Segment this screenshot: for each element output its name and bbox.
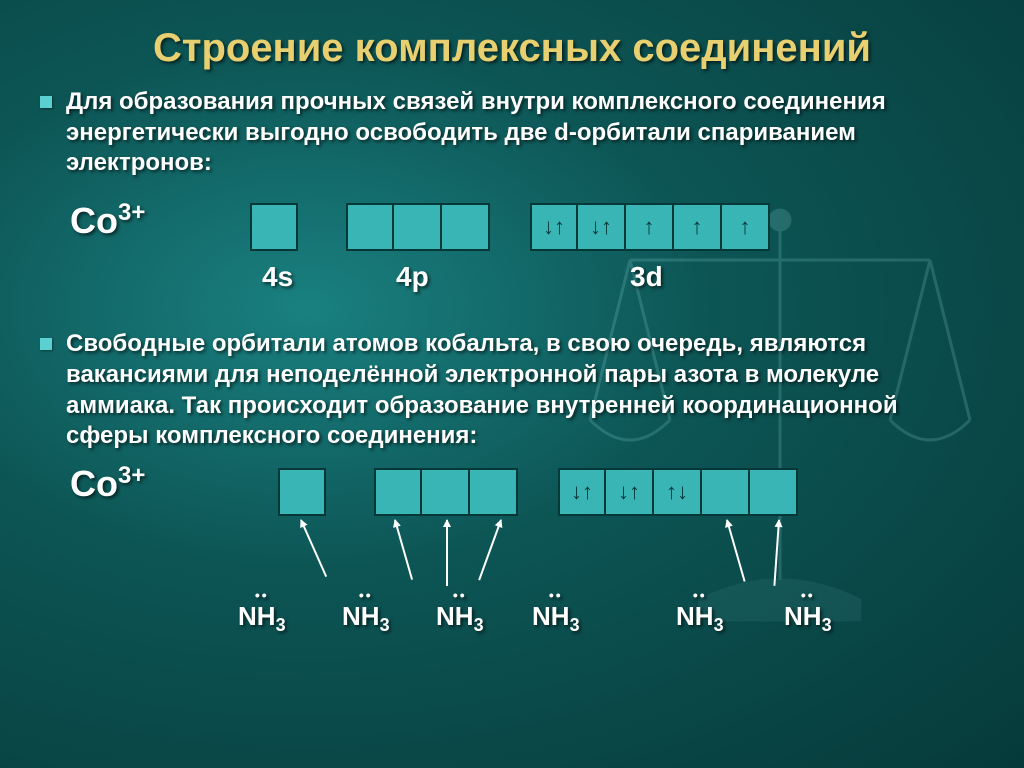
ligand-arrow [478, 520, 502, 581]
orbital-group [346, 203, 490, 251]
orbital-box: ↓↑ [578, 203, 626, 251]
ligand-label: ••NH3 [532, 592, 580, 636]
ligand-arrow [394, 520, 413, 580]
orbital-group: ↓↑↓↑↑↓ [558, 468, 798, 516]
orbital-box: ↓↑ [530, 203, 578, 251]
orbital-box [278, 468, 326, 516]
orbital-diagram-2: Co3+ ↓↑↓↑↑↓••NH3••NH3••NH3••NH3••NH3••NH… [40, 462, 984, 652]
orbital-box [422, 468, 470, 516]
bullet-1: Для образования прочных связей внутри ко… [40, 87, 984, 179]
ion-label-2: Co3+ [70, 462, 145, 505]
orbital-box [442, 203, 490, 251]
subshell-label: 4p [396, 261, 429, 293]
subshell-label: 4s [262, 261, 293, 293]
paragraph-1: Для образования прочных связей внутри ко… [66, 87, 984, 179]
ligand-label: ••NH3 [342, 592, 390, 636]
orbital-box [702, 468, 750, 516]
slide-content: Для образования прочных связей внутри ко… [0, 87, 1024, 652]
orbital-box: ↑ [674, 203, 722, 251]
ligand-arrow [446, 520, 448, 586]
orbital-box: ↑↓ [654, 468, 702, 516]
ion-label-1: Co3+ [70, 199, 145, 242]
bullet-marker [40, 338, 52, 350]
orbital-group: ↓↑↓↑↑↑↑ [530, 203, 770, 251]
orbital-box [374, 468, 422, 516]
slide-title: Строение комплексных соединений [0, 0, 1024, 87]
orbital-box [346, 203, 394, 251]
orbital-group [278, 468, 326, 516]
subshell-label: 3d [630, 261, 663, 293]
orbital-diagram-1: Co3+ 4s4p↓↑↓↑↑↑↑3d [40, 189, 984, 329]
ligand-label: ••NH3 [238, 592, 286, 636]
ligand-label: ••NH3 [436, 592, 484, 636]
orbital-box: ↓↑ [606, 468, 654, 516]
orbital-box: ↓↑ [558, 468, 606, 516]
orbital-group [374, 468, 518, 516]
paragraph-2: Свободные орбитали атомов кобальта, в св… [66, 329, 984, 452]
ligand-label: ••NH3 [676, 592, 724, 636]
ligand-arrow [773, 520, 780, 586]
ligand-label: ••NH3 [784, 592, 832, 636]
orbital-box [750, 468, 798, 516]
orbital-box [394, 203, 442, 251]
orbital-box: ↑ [722, 203, 770, 251]
orbital-box [250, 203, 298, 251]
ligand-arrow [726, 520, 746, 582]
orbital-group [250, 203, 298, 251]
ligand-arrow [300, 520, 327, 577]
orbital-box: ↑ [626, 203, 674, 251]
bullet-marker [40, 96, 52, 108]
orbital-box [470, 468, 518, 516]
bullet-2: Свободные орбитали атомов кобальта, в св… [40, 329, 984, 452]
